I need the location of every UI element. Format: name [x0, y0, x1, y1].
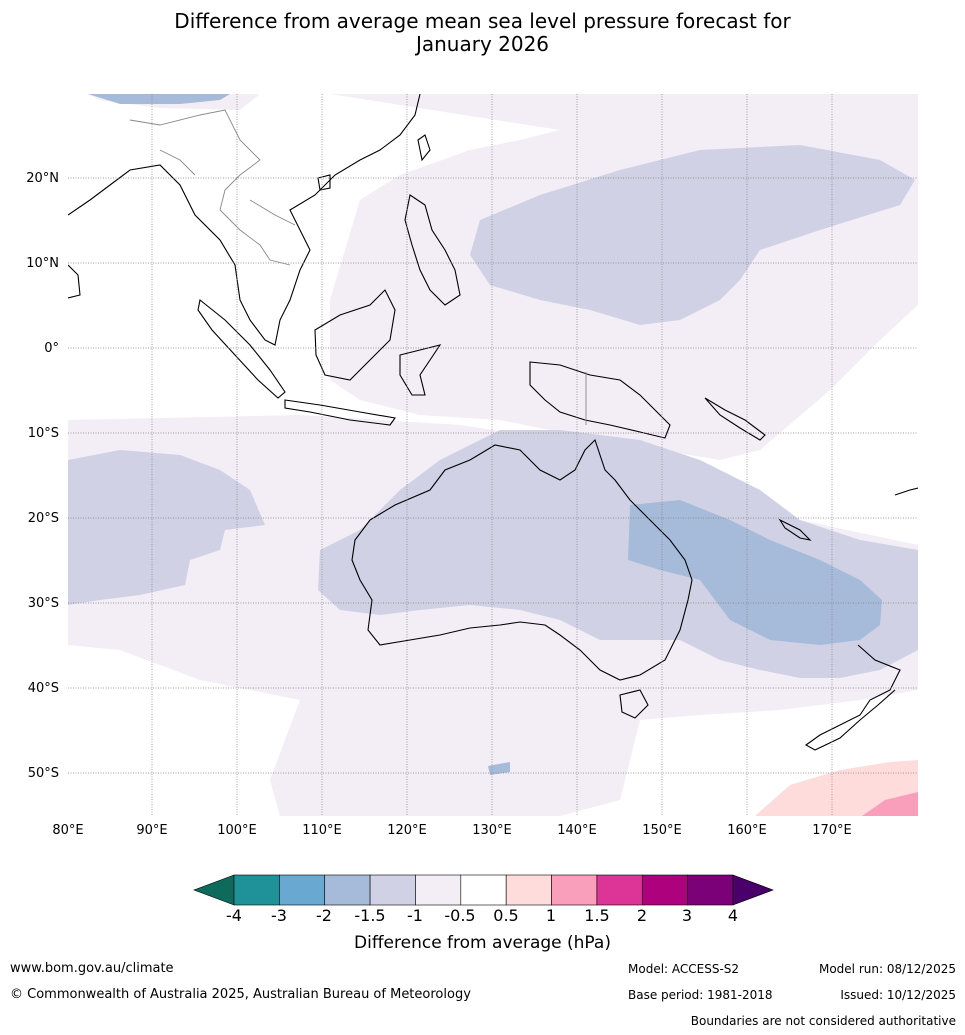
- chart-title: Difference from average mean sea level p…: [0, 10, 965, 56]
- colorbar-swatch: [324, 874, 371, 906]
- colorbar-tick-label: -4: [226, 906, 242, 925]
- lon-label-80e: 80°E: [52, 823, 84, 838]
- colorbar-tick-label: -3: [271, 906, 287, 925]
- lat-label-30s: 30°S: [27, 596, 59, 611]
- colorbar-swatch: [641, 874, 688, 906]
- new-caledonia-coast: [778, 518, 812, 541]
- colorbar-tick-label: 1.5: [584, 906, 610, 925]
- lon-label-110e: 110°E: [302, 823, 342, 838]
- graticule: [68, 94, 918, 816]
- new-zealand-coast: [804, 644, 901, 751]
- sri-lanka-coast: [68, 264, 81, 299]
- lon-label-150e: 150°E: [642, 823, 682, 838]
- lat-label-10s: 10°S: [27, 426, 59, 441]
- sumatra-coast: [197, 299, 286, 399]
- philippines-coast: [404, 194, 461, 306]
- colorbar-arrow-low: [193, 874, 235, 906]
- anomaly-region-pink-light: [755, 760, 918, 816]
- colorbar-swatch: [505, 874, 552, 906]
- colorbar-swatch: [415, 874, 462, 906]
- lat-label-40s: 40°S: [27, 681, 59, 696]
- tasmania-coast: [619, 689, 649, 719]
- australia-coast: [351, 438, 693, 681]
- colorbar-tick-label: 2: [636, 906, 648, 925]
- lon-label-170e: 170°E: [812, 823, 852, 838]
- colorbar-swatch: [687, 874, 734, 906]
- solomons-coast: [704, 397, 766, 441]
- colorbar-swatch: [233, 874, 280, 906]
- borneo-coast: [314, 289, 396, 381]
- lat-label-20s: 20°S: [27, 511, 59, 526]
- lon-label-120e: 120°E: [387, 823, 427, 838]
- title-line-2: January 2026: [415, 32, 550, 56]
- issued-date: Issued: 10/12/2025: [840, 988, 956, 1002]
- model-run: Model run: 08/12/2025: [818, 962, 956, 976]
- taiwan-coast: [417, 134, 431, 162]
- hainan-coast: [317, 174, 331, 191]
- base-period: Base period: 1981-2018: [628, 988, 773, 1002]
- anomaly-region-pink-dark: [862, 792, 918, 816]
- colorbar-title: Difference from average (hPa): [354, 933, 611, 953]
- anomaly-region-bay-bengal: [88, 94, 230, 104]
- colorbar-swatch: [551, 874, 598, 906]
- lat-label-10n: 10°N: [26, 256, 59, 271]
- anomaly-region-small: [488, 762, 510, 775]
- anomaly-region-coral-sea: [628, 500, 882, 645]
- asia-borders: [129, 109, 296, 266]
- lon-label-90e: 90°E: [136, 823, 168, 838]
- borders: [129, 109, 587, 425]
- boundary-disclaimer: Boundaries are not considered authoritat…: [690, 1014, 956, 1028]
- colorbar: [193, 874, 774, 906]
- new-guinea-coast: [529, 361, 671, 439]
- colorbar-tick-label: 0.5: [493, 906, 519, 925]
- colorbar-tick-label: 3: [681, 906, 693, 925]
- lon-label-130e: 130°E: [472, 823, 512, 838]
- asia-coast: [68, 94, 421, 346]
- lon-label-160e: 160°E: [727, 823, 767, 838]
- java-coast: [284, 399, 396, 426]
- colorbar-swatch: [369, 874, 416, 906]
- sulawesi-coast: [399, 344, 442, 396]
- copyright: © Commonwealth of Australia 2025, Austra…: [10, 987, 471, 1002]
- lat-label-50s: 50°S: [27, 766, 59, 781]
- anomaly-region-pacific: [470, 145, 915, 325]
- anomaly-region-indian: [68, 450, 265, 605]
- lat-label-0: 0°: [44, 341, 59, 356]
- colorbar-swatch: [596, 874, 643, 906]
- lat-label-20n: 20°N: [26, 171, 59, 186]
- coastlines: [68, 94, 918, 751]
- colorbar-tick-label: 1: [545, 906, 557, 925]
- lon-label-140e: 140°E: [557, 823, 597, 838]
- fiji-coast: [894, 487, 918, 496]
- colorbar-swatch: [460, 874, 507, 906]
- anomaly-fields: [68, 94, 918, 816]
- website-link[interactable]: www.bom.gov.au/climate: [10, 961, 174, 976]
- colorbar-arrow-high: [732, 874, 774, 906]
- colorbar-tick-label: -1: [407, 906, 423, 925]
- colorbar-swatch: [279, 874, 326, 906]
- lon-label-100e: 100°E: [217, 823, 257, 838]
- colorbar-tick-label: 4: [727, 906, 739, 925]
- colorbar-tick-label: -0.5: [444, 906, 476, 925]
- colorbar-tick-label: -2: [316, 906, 332, 925]
- colorbar-tick-label: -1.5: [354, 906, 386, 925]
- model-name: Model: ACCESS-S2: [628, 962, 740, 976]
- title-line-1: Difference from average mean sea level p…: [174, 9, 791, 33]
